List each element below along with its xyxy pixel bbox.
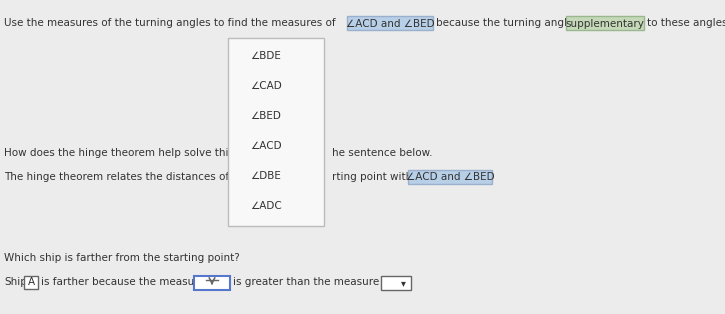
FancyBboxPatch shape	[381, 276, 411, 290]
Text: because the turning angles are: because the turning angles are	[436, 18, 599, 28]
Text: is greater than the measure of: is greater than the measure of	[233, 277, 393, 287]
Text: rting point with: rting point with	[332, 172, 413, 182]
Text: ∠BED: ∠BED	[250, 111, 281, 121]
Text: How does the hinge theorem help solve this p: How does the hinge theorem help solve th…	[4, 148, 244, 158]
Text: ∠BDE: ∠BDE	[250, 51, 281, 61]
Text: A: A	[26, 277, 33, 287]
Text: The hinge theorem relates the distances of the: The hinge theorem relates the distances …	[4, 172, 249, 182]
Text: ∠DBE: ∠DBE	[250, 171, 281, 181]
FancyBboxPatch shape	[347, 16, 433, 30]
Text: A: A	[28, 277, 35, 287]
Text: ∠ACD: ∠ACD	[250, 141, 281, 151]
Text: ∠ACD and ∠BED: ∠ACD and ∠BED	[346, 19, 434, 29]
FancyBboxPatch shape	[228, 38, 324, 226]
FancyBboxPatch shape	[24, 276, 38, 289]
Text: is farther because the measure of: is farther because the measure of	[41, 277, 218, 287]
FancyBboxPatch shape	[408, 170, 492, 184]
Text: to these angles.: to these angles.	[647, 18, 725, 28]
Text: he sentence below.: he sentence below.	[332, 148, 433, 158]
FancyBboxPatch shape	[194, 276, 230, 290]
Text: supplementary: supplementary	[566, 19, 645, 29]
Text: ∠ACD and ∠BED: ∠ACD and ∠BED	[406, 172, 494, 182]
Text: ▾: ▾	[400, 278, 405, 288]
Text: Use the measures of the turning angles to find the measures of: Use the measures of the turning angles t…	[4, 18, 336, 28]
Text: ∠CAD: ∠CAD	[250, 81, 282, 91]
Text: Ship: Ship	[4, 277, 27, 287]
FancyBboxPatch shape	[566, 16, 644, 30]
Text: ∠ADC: ∠ADC	[250, 201, 282, 211]
Text: Which ship is farther from the starting point?: Which ship is farther from the starting …	[4, 253, 240, 263]
